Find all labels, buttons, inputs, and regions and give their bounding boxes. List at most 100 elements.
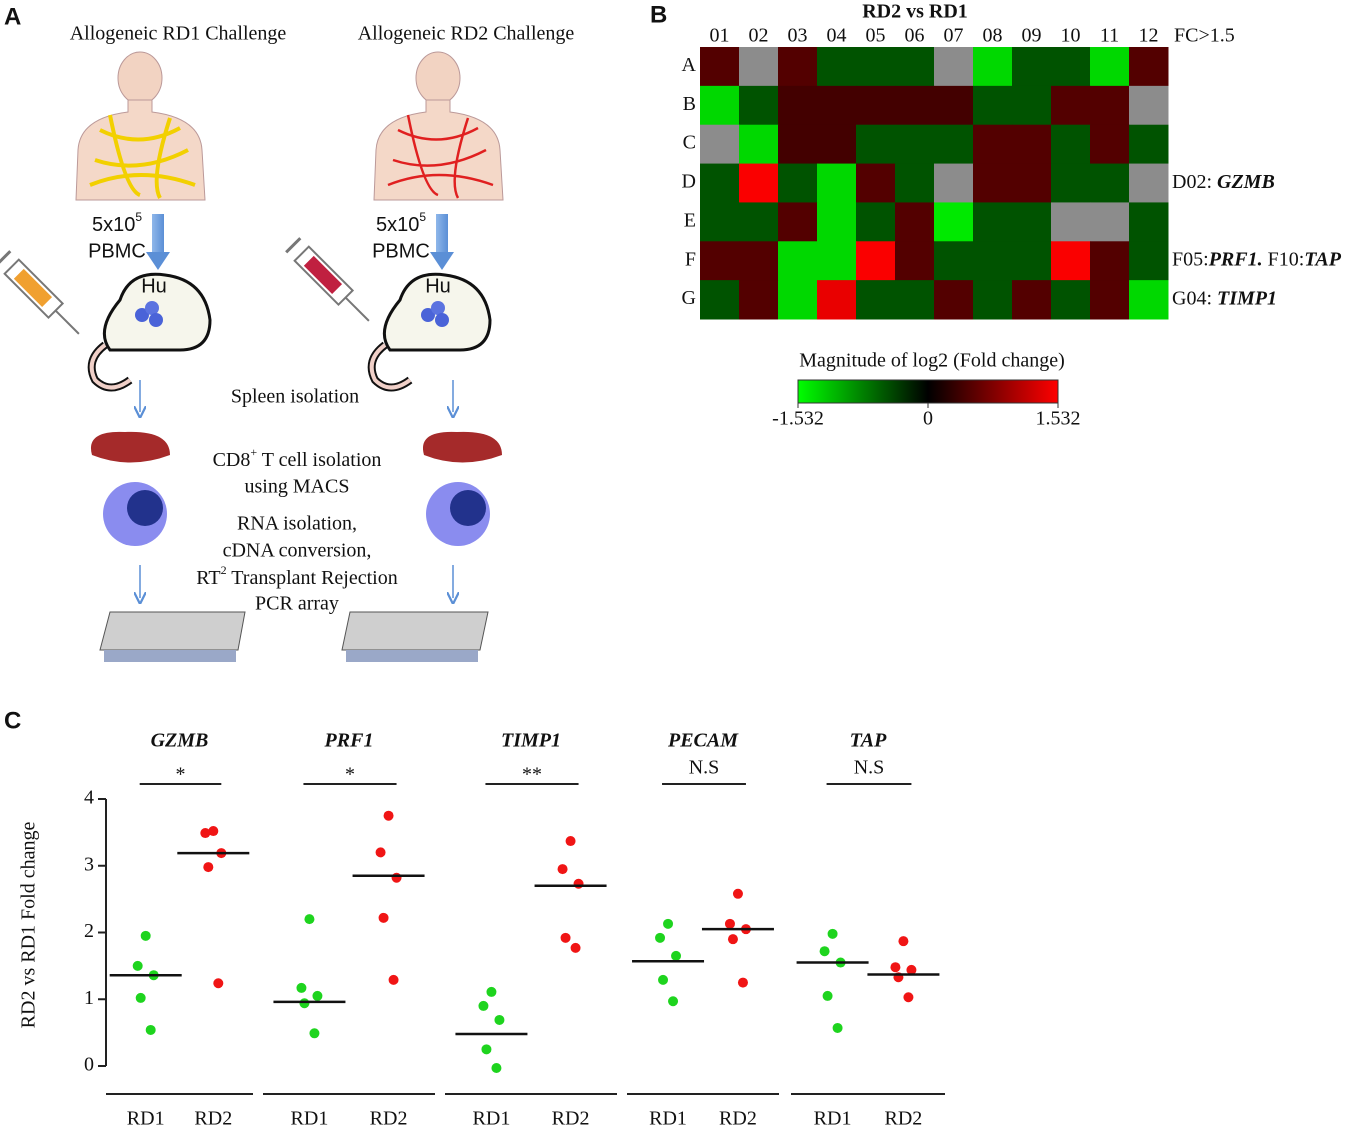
column-label: 11 — [1100, 25, 1119, 47]
heatmap-cell — [739, 280, 779, 320]
syringe-left — [0, 250, 80, 335]
text-part: CD8 — [213, 449, 251, 471]
heatmap-cell — [1012, 280, 1052, 320]
dot — [898, 936, 909, 947]
significance: N.S — [854, 757, 885, 779]
panel-label: A — [4, 3, 21, 30]
y-tick-label: 4 — [84, 787, 94, 809]
dot — [375, 847, 386, 858]
heatmap-cell — [1012, 124, 1052, 165]
row-label: E — [684, 209, 696, 231]
heatmap-cell — [817, 85, 857, 126]
heatmap-cell — [1129, 241, 1169, 281]
dot — [213, 978, 224, 989]
row-label: D — [682, 171, 696, 193]
group-title: PRF1 — [324, 730, 374, 752]
panel-label: B — [650, 1, 667, 28]
heatmap-cell — [1090, 163, 1130, 203]
dot — [132, 960, 143, 971]
heatmap-cell — [856, 163, 896, 203]
heatmap-cell — [1129, 124, 1169, 165]
text-part: G04: — [1172, 287, 1217, 309]
syringe-right — [285, 237, 370, 322]
heatmap-cell — [778, 280, 818, 320]
heatmap-cell — [1129, 47, 1169, 87]
text-part: 2 — [221, 563, 227, 577]
heatmap-cell — [895, 47, 935, 87]
heatmap-cell — [1090, 280, 1130, 320]
heatmap-cell — [973, 241, 1013, 281]
text-part: 5 — [135, 210, 142, 224]
column-label: 10 — [1061, 25, 1081, 47]
x-tick-label: RD1 — [291, 1108, 329, 1130]
y-tick-label: 2 — [84, 920, 94, 942]
annotation: G04: TIMP1 — [1172, 287, 1277, 309]
diagram-title: Allogeneic RD2 Challenge — [358, 23, 575, 45]
dot — [671, 950, 682, 961]
heatmap-cell — [739, 85, 779, 126]
step: using MACS — [244, 476, 349, 498]
heatmap-cell — [895, 202, 935, 242]
row-label: G — [682, 287, 696, 309]
heatmap-cell — [817, 280, 857, 320]
significance: * — [345, 764, 355, 786]
dot — [565, 836, 576, 847]
heatmap-cell — [700, 280, 740, 320]
dot — [299, 998, 310, 1009]
dot — [312, 990, 323, 1001]
mouse-label: Hu — [141, 275, 167, 297]
heatmap-cell — [1129, 85, 1169, 126]
x-tick-label: RD2 — [370, 1108, 408, 1130]
heatmap-cell — [700, 241, 740, 281]
heatmap-cell — [973, 85, 1013, 126]
x-tick-label: RD2 — [719, 1108, 757, 1130]
heatmap-cell — [817, 202, 857, 242]
illustration — [0, 51, 504, 662]
heatmap-cell — [778, 163, 818, 203]
dot — [890, 962, 901, 973]
torso-left — [75, 51, 206, 201]
x-tick-label: RD1 — [814, 1108, 852, 1130]
text-part: D02: — [1172, 171, 1217, 193]
text-part: + — [250, 445, 257, 459]
dose: 5x105 — [376, 210, 426, 236]
colorbar-label: Magnitude of log2 (Fold change) — [799, 350, 1065, 372]
x-tick-label: RD2 — [552, 1108, 590, 1130]
heatmap-cell — [856, 47, 896, 87]
x-tick-label: RD1 — [127, 1108, 165, 1130]
mouse-label: Hu — [425, 275, 451, 297]
heatmap-cell — [1051, 163, 1091, 203]
dot — [827, 928, 838, 939]
chart-subtitle: FC>1.5 — [1174, 25, 1235, 47]
cells: PBMC — [372, 240, 430, 262]
heatmap-cell — [739, 47, 779, 87]
heatmap-cell — [973, 47, 1013, 87]
heatmap-cell — [895, 280, 935, 320]
dot — [724, 918, 735, 929]
heatmap-cell — [700, 47, 740, 87]
heatmap-cell — [1051, 280, 1091, 320]
dot — [486, 986, 497, 997]
dot — [570, 942, 581, 953]
heatmap-cell — [973, 280, 1013, 320]
dot — [560, 932, 571, 943]
heatmap-cell — [1051, 241, 1091, 281]
text-part: TIMP1 — [1217, 287, 1277, 309]
dot — [822, 990, 833, 1001]
heatmap-cell — [778, 124, 818, 165]
heatmap-cell — [817, 124, 857, 165]
column-label: 08 — [983, 25, 1003, 47]
step: Spleen isolation — [231, 386, 359, 408]
heatmap-cell — [856, 124, 896, 165]
cells: PBMC — [88, 240, 146, 262]
dot — [391, 872, 402, 883]
colorbar-tick-label: -1.532 — [772, 408, 824, 430]
y-tick-label: 1 — [84, 987, 94, 1009]
colorbar-tick-label: 1.532 — [1036, 408, 1081, 430]
text-part: F10: — [1263, 248, 1305, 270]
text-part: GZMB — [1217, 171, 1275, 193]
heatmap-cell — [1051, 47, 1091, 87]
dot — [655, 932, 666, 943]
heatmap-cell — [739, 202, 779, 242]
